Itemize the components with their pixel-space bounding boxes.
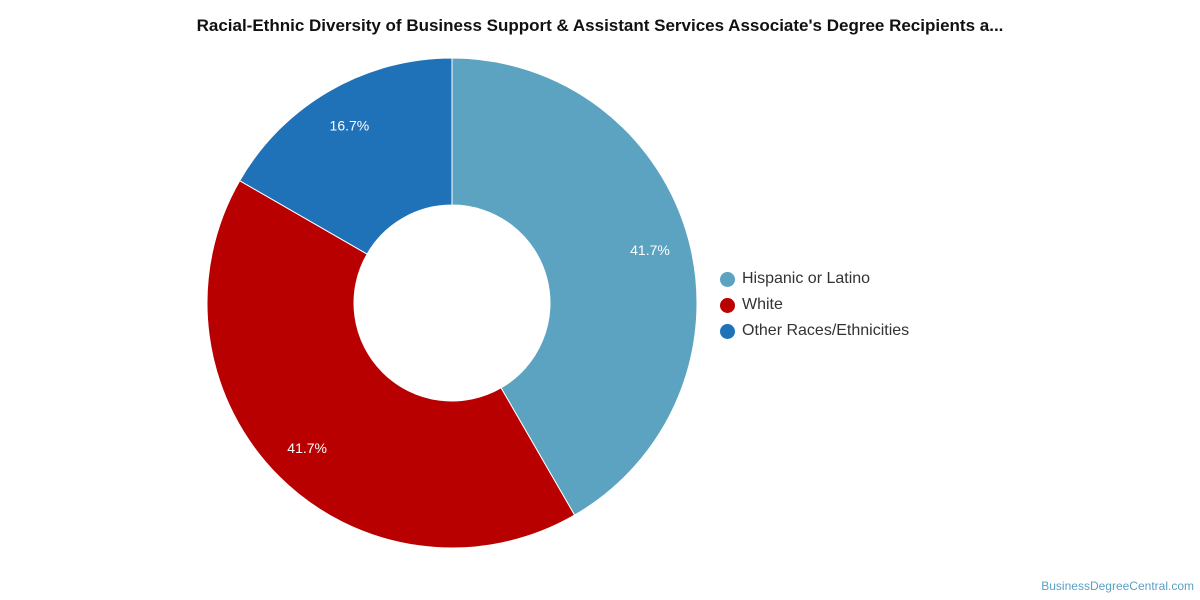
legend-item-other-races-ethnicities[interactable]: Other Races/Ethnicities — [720, 318, 909, 344]
legend-marker — [720, 271, 735, 287]
legend-item-white[interactable]: White — [720, 292, 909, 318]
slice-value-label: 41.7% — [630, 242, 670, 258]
slice-value-label: 41.7% — [287, 440, 327, 456]
chart-title: Racial-Ethnic Diversity of Business Supp… — [196, 16, 1004, 35]
donut-slice-hispanic-or-latino[interactable] — [451, 57, 698, 516]
legend-label: Other Races/Ethnicities — [742, 322, 910, 339]
legend-label: White — [742, 296, 783, 313]
donut-slice-other-races-ethnicities[interactable] — [239, 57, 453, 255]
legend-marker — [720, 323, 735, 339]
source-credit[interactable]: BusinessDegreeCentral.com — [1041, 579, 1194, 593]
legend: Hispanic or Latino White Other Races/Eth… — [720, 266, 909, 344]
legend-marker — [720, 297, 735, 313]
slice-value-label: 16.7% — [330, 118, 370, 134]
legend-item-hispanic-or-latino[interactable]: Hispanic or Latino — [720, 266, 909, 292]
legend-label: Hispanic or Latino — [742, 270, 871, 287]
donut-slice-white[interactable] — [206, 180, 576, 549]
